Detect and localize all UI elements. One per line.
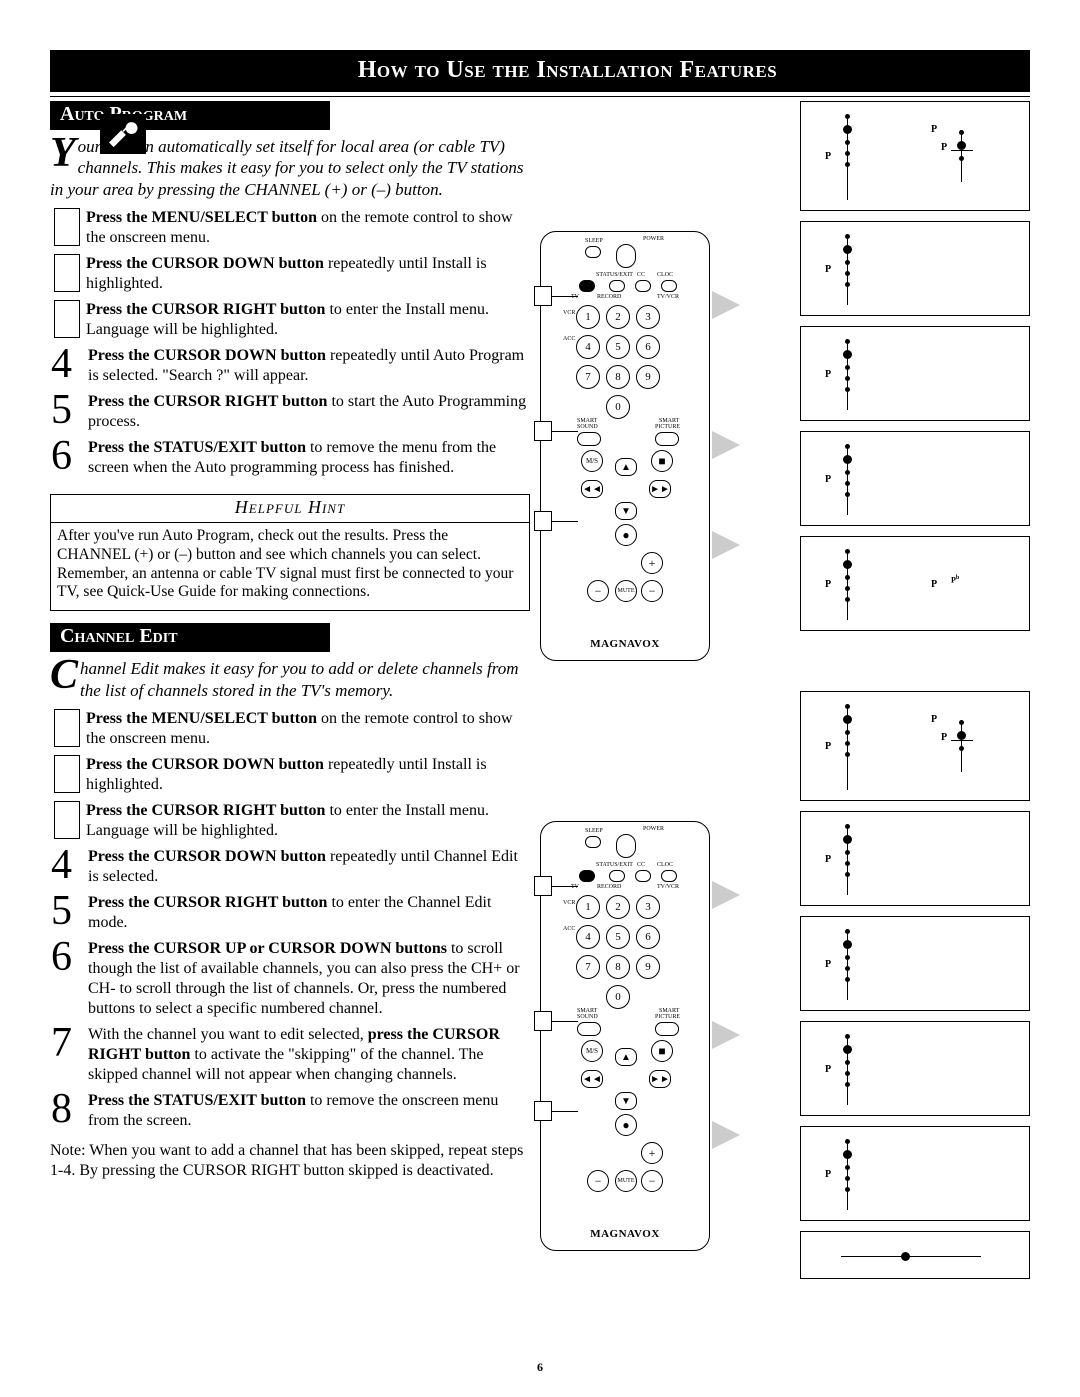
helpful-hint-body: After you've run Auto Program, check out… [51, 523, 529, 611]
channel-edit-note: Note: When you want to add a channel tha… [50, 1141, 530, 1181]
callout-box [534, 511, 552, 531]
helpful-hint-box: Helpful Hint After you've run Auto Progr… [50, 494, 530, 612]
step-number: 7 [50, 1025, 82, 1085]
tv-screen-3: P [800, 916, 1030, 1011]
helpful-hint-title: Helpful Hint [51, 495, 529, 523]
tv-screen-5: P [800, 1126, 1030, 1221]
auto-program-steps: Press the MENU/SELECT button on the remo… [50, 208, 530, 484]
step-number: 6 [50, 939, 82, 1019]
pointer-arrow [712, 1021, 740, 1049]
pointer-arrow [712, 431, 740, 459]
step-text: Press the CURSOR DOWN button repeatedly … [86, 755, 530, 795]
step-text: Press the CURSOR DOWN button repeatedly … [88, 847, 530, 887]
step-text: Press the CURSOR DOWN button repeatedly … [88, 346, 530, 386]
tv-screen-5: PPPb [800, 536, 1030, 631]
auto-program-heading: Auto Program [50, 101, 330, 130]
callout-box [534, 1101, 552, 1121]
step-number [54, 755, 80, 793]
page-number: 6 [0, 1360, 1080, 1375]
channel-edit-heading: Channel Edit [50, 623, 330, 652]
page-header: How to Use the Installation Features [50, 50, 1030, 92]
step-text: Press the MENU/SELECT button on the remo… [86, 208, 530, 248]
channel-edit-intro: Channel Edit makes it easy for you to ad… [50, 658, 530, 701]
pointer-arrow [712, 1121, 740, 1149]
right-column: SLEEPPOWERSTATUS/EXITCCCLOCTVRECORDTV/VC… [540, 101, 1030, 1281]
pointer-arrow [712, 531, 740, 559]
step-text: Press the MENU/SELECT button on the remo… [86, 709, 530, 749]
step-text: Press the CURSOR UP or CURSOR DOWN butto… [88, 939, 530, 1019]
step-number: 5 [50, 893, 82, 933]
step-number [54, 300, 80, 338]
page-title: How to Use the Installation Features [50, 52, 1030, 90]
callout-box [534, 286, 552, 306]
dropcap: C [50, 658, 80, 692]
pointer-arrow [712, 291, 740, 319]
step-text: Press the CURSOR RIGHT button to enter t… [86, 801, 530, 841]
callout-box [534, 876, 552, 896]
step-text: Press the CURSOR RIGHT button to enter t… [86, 300, 530, 340]
dropcap: Y [50, 136, 78, 170]
header-rule [50, 96, 1030, 97]
step-number [54, 709, 80, 747]
step-number: 6 [50, 438, 82, 478]
step-text: Press the CURSOR RIGHT button to start t… [88, 392, 530, 432]
auto-program-diagram: SLEEPPOWERSTATUS/EXITCCCLOCTVRECORDTV/VC… [540, 101, 1030, 661]
tv-screen-4: P [800, 431, 1030, 526]
tv-screen-1: PPP [800, 101, 1030, 211]
left-column: Auto Program Your TV can automatically s… [50, 101, 530, 1281]
callout-box [534, 421, 552, 441]
channel-edit-steps: Press the MENU/SELECT button on the remo… [50, 709, 530, 1137]
step-number [54, 801, 80, 839]
step-number: 4 [50, 346, 82, 386]
channel-edit-diagram: SLEEPPOWERSTATUS/EXITCCCLOCTVRECORDTV/VC… [540, 691, 1030, 1281]
intro-text: hannel Edit makes it easy for you to add… [80, 659, 518, 699]
step-text: Press the STATUS/EXIT button to remove t… [88, 1091, 530, 1131]
step-number [54, 208, 80, 246]
tv-screen-6 [800, 1231, 1030, 1279]
step-text: Press the CURSOR RIGHT button to enter t… [88, 893, 530, 933]
step-text: Press the CURSOR DOWN button repeatedly … [86, 254, 530, 294]
step-text: Press the STATUS/EXIT button to remove t… [88, 438, 530, 478]
step-number [54, 254, 80, 292]
tv-screen-2: P [800, 221, 1030, 316]
step-number: 8 [50, 1091, 82, 1131]
tv-screen-4: P [800, 1021, 1030, 1116]
step-number: 5 [50, 392, 82, 432]
tv-screen-1: PPP [800, 691, 1030, 801]
step-text: With the channel you want to edit select… [88, 1025, 530, 1085]
tv-screen-3: P [800, 326, 1030, 421]
tv-screen-2: P [800, 811, 1030, 906]
tools-icon [100, 114, 146, 154]
pointer-arrow [712, 881, 740, 909]
step-number: 4 [50, 847, 82, 887]
callout-box [534, 1011, 552, 1031]
